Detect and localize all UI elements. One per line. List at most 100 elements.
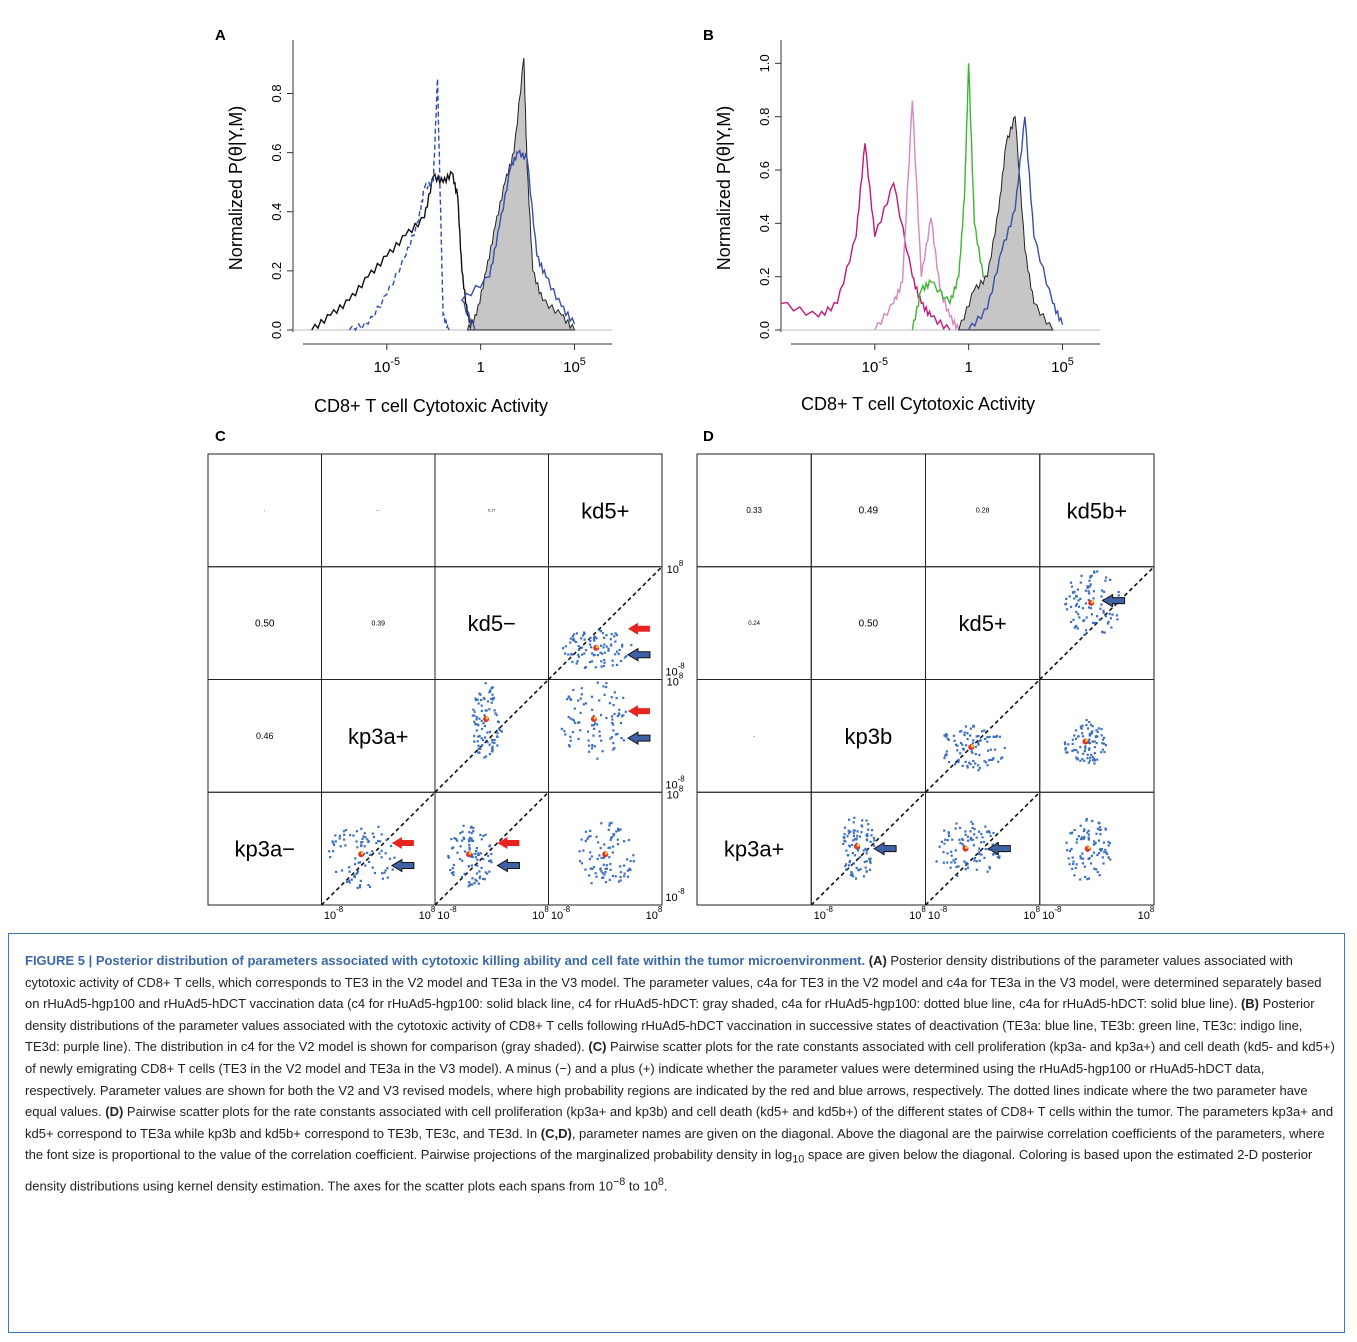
scatter-2-2-pt (474, 697, 477, 700)
scatter-2-3-pt (568, 744, 571, 747)
scatter-1-3-pt (1109, 578, 1112, 581)
arrow-red (391, 836, 414, 849)
scatter-2-3-pt (1075, 756, 1078, 759)
scatter-2-2-pt (491, 745, 494, 748)
scatter-1-3-pt (589, 643, 592, 646)
scatter-3-2-pt (468, 846, 471, 849)
scatter-3-2-pt (996, 856, 999, 859)
scatter-1-3-pt (589, 639, 592, 643)
scatter-3-2-pt (475, 847, 478, 850)
scatter-3-1-pt (847, 829, 850, 832)
scatter-2-3-pt (1093, 759, 1096, 762)
scatter-2-3-pt (610, 696, 613, 699)
series-3-line (460, 148, 576, 331)
scatter-1-3-pt (1074, 604, 1077, 607)
x-max-label: 108 (419, 905, 436, 922)
scatter-3-3-pt (590, 882, 593, 885)
scatter-1-3-pt (1070, 585, 1073, 588)
scatter-2-3-pt (609, 737, 612, 740)
scatter-3-2-pt (978, 850, 981, 853)
scatter-2-3-pt (1095, 742, 1098, 745)
scatter-2-3-pt (1079, 725, 1082, 728)
scatter-2-2-pt (491, 693, 494, 696)
scatter-1-3-pt (1101, 630, 1104, 633)
scatter-2-3-pt (612, 748, 615, 751)
series-0-line (311, 170, 474, 331)
scatter-3-2-pt (447, 854, 450, 858)
scatter-3-2-core (466, 851, 473, 858)
scatter-2-2-pt (492, 697, 496, 700)
scatter-3-1-pt (361, 837, 364, 840)
scatter-2-2-pt (489, 689, 492, 692)
scatter-2-3-pt (573, 721, 577, 725)
scatter-3-1-pt (380, 833, 383, 836)
scatter-3-2-pt (989, 834, 992, 838)
scatter-3-2-pt (978, 859, 981, 862)
scatter-2-3-pt (588, 750, 591, 753)
scatter-2-2-pt (963, 731, 966, 734)
series-2-area (466, 57, 576, 331)
scatter-1-3-pt (580, 637, 583, 640)
scatter-3-1-pt (352, 834, 355, 837)
scatter-2-2-pt (954, 763, 957, 766)
scatter-2-2-pt (979, 739, 982, 742)
scatter-3-3-pt (1107, 856, 1110, 859)
scatter-3-1-pt (856, 834, 859, 837)
scatter-2-2-pt (986, 736, 989, 739)
scatter-3-1-pt (857, 849, 860, 852)
scatter-3-1-pt (371, 832, 374, 835)
scatter-3-3-pt (590, 855, 593, 858)
scatter-3-1-pt (865, 860, 868, 863)
scatter-1-3-pt (1079, 597, 1082, 600)
scatter-2-2-pt (997, 760, 1000, 763)
x-max-label-base: 10 (419, 910, 431, 922)
scatter-3-3-pt (1066, 849, 1069, 852)
scatter-2-2-pt (474, 723, 477, 726)
scatter-3-1-pt (857, 868, 860, 871)
scatter-2-2-pt (944, 734, 947, 737)
scatter-3-3-pt (587, 835, 590, 838)
scatter-1-3-core (593, 644, 600, 651)
scatter-2-3-pt (610, 736, 613, 739)
scatter-1-3-pt (1117, 594, 1120, 597)
scatter-3-2-pt (954, 858, 957, 861)
scatter-2-2-pt (473, 734, 476, 738)
scatter-3-1-pt (378, 852, 381, 855)
scatter-2-3-pt (590, 747, 594, 750)
scatter-3-1-pt (355, 840, 358, 843)
arrow-red (497, 836, 520, 849)
scatter-1-3-pt (1109, 617, 1112, 620)
scatter-1-3-pt (583, 632, 586, 635)
correlation-coef: 0.24 (748, 621, 760, 627)
scatter-2-2-pt (964, 725, 967, 728)
scatter-1-3-pt (1103, 631, 1106, 634)
scatter-2-2-pt (491, 750, 494, 753)
scatter-1-3-pt (1072, 591, 1075, 594)
scatter-2-2-pt (965, 744, 968, 747)
panel-letter-a: A (215, 27, 226, 44)
scatter-2-2-pt (490, 687, 493, 690)
scatter-3-3-hot (604, 851, 608, 855)
scatter-3-3-core (1084, 845, 1091, 852)
scatter-1-3-pt (618, 648, 621, 651)
scatter-3-2-pt (964, 868, 967, 871)
scatter-3-2-pt (942, 851, 945, 854)
scatter-2-3-pt (591, 744, 594, 747)
scatter-1-3-pt (1090, 613, 1093, 616)
scatter-2-2-pt (497, 720, 500, 724)
scatter-1-3-pt (592, 637, 595, 641)
scatter-3-1-pt (377, 825, 380, 828)
scatter-2-3-pt (588, 744, 591, 747)
scatter-3-1-pt (343, 833, 346, 836)
scatter-3-3-pt (1075, 863, 1078, 866)
scatter-2-2-pt (966, 764, 969, 768)
scatter-2-2-hot (970, 744, 974, 748)
x-min-label: 10-8 (437, 905, 457, 922)
scatter-3-1-pt (379, 840, 382, 843)
scatter-3-1-pt (340, 869, 344, 872)
scatter-1-3-pt (1100, 595, 1103, 598)
scatter-3-3-pt (1090, 854, 1093, 857)
scatter-2-2-pt (472, 708, 475, 711)
y-max-label: 108 (667, 672, 684, 689)
